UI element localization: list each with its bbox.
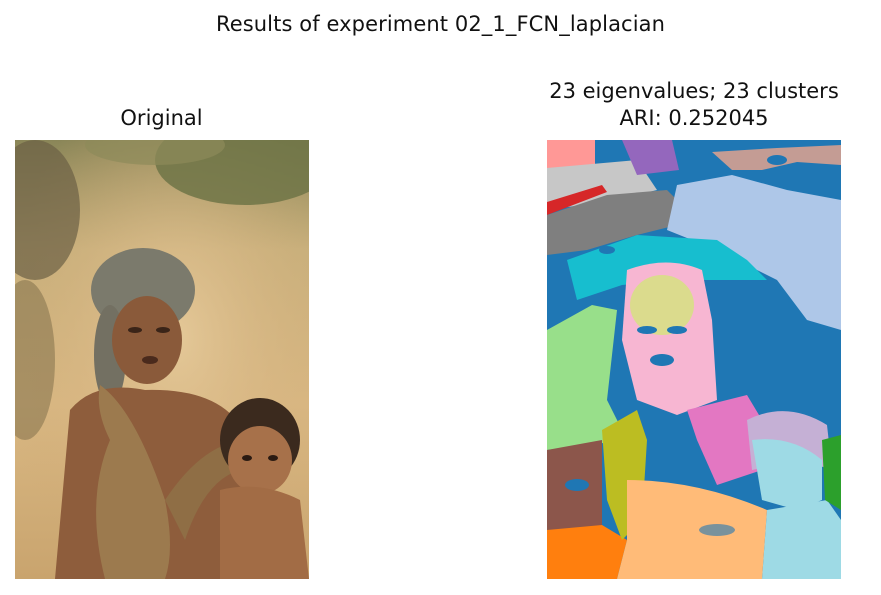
original-panel-title: Original: [120, 106, 203, 130]
figure-title: Results of experiment 02_1_FCN_laplacian: [215, 12, 666, 36]
clustering-title-line-2: ARI: 0.252045: [619, 106, 769, 130]
cluster-map: [547, 140, 841, 579]
cluster-map-graphic: [547, 140, 841, 579]
clustering-panel-title: 23 eigenvalues; 23 clusters ARI: 0.25204…: [506, 78, 881, 132]
original-photo-graphic: [15, 140, 309, 579]
original-photo: [15, 140, 309, 579]
clustering-title-line-1: 23 eigenvalues; 23 clusters: [549, 79, 839, 103]
